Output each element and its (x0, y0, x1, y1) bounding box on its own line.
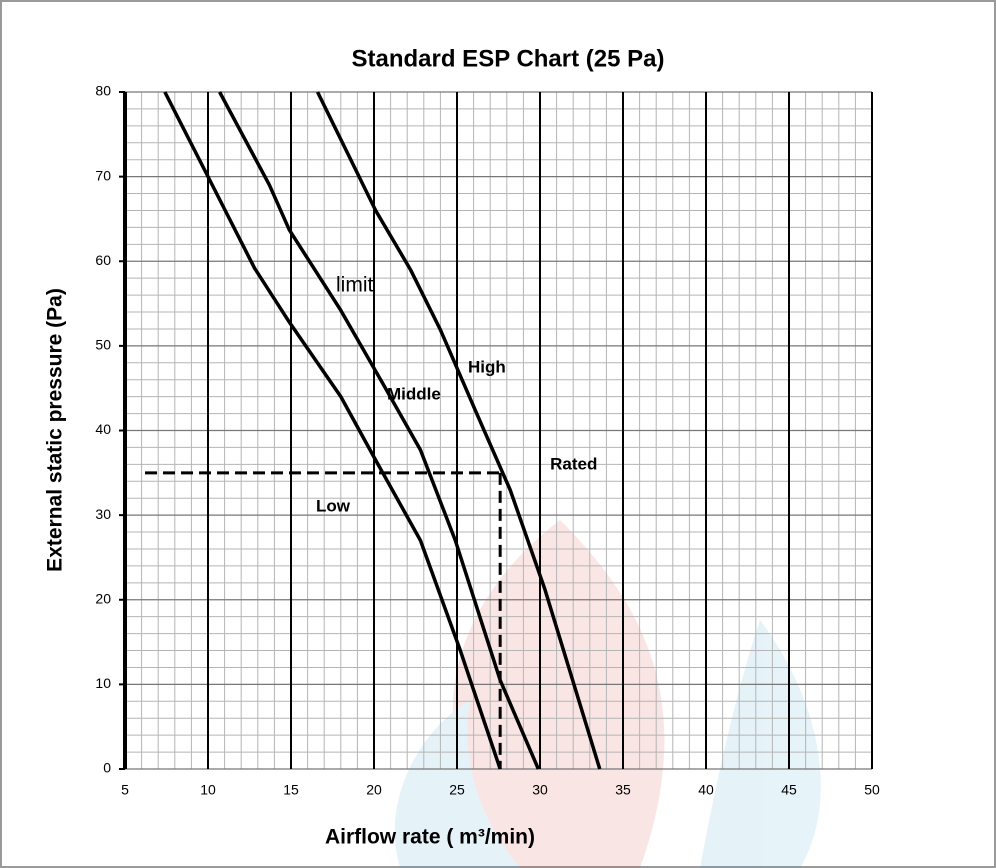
x-tick-label: 10 (200, 782, 216, 798)
y-tick-label: 60 (95, 252, 111, 268)
y-tick-label: 40 (95, 421, 111, 437)
x-tick-label: 15 (283, 782, 299, 798)
y-axis-label: External static pressure (Pa) (44, 288, 67, 572)
x-tick-label: 40 (698, 782, 714, 798)
y-tick-label: 10 (95, 675, 111, 691)
x-tick-label: 35 (615, 782, 631, 798)
series-label: Middle (387, 384, 441, 403)
x-tick-label: 30 (532, 782, 548, 798)
series-label: High (468, 357, 506, 376)
x-tick-label: 5 (121, 782, 129, 798)
rated-label: Rated (550, 454, 597, 473)
series-line (163, 91, 502, 770)
series-line (218, 91, 540, 770)
x-axis-label: Airflow rate ( m³/min) (325, 826, 535, 849)
series-line (315, 91, 602, 770)
watermark (394, 520, 821, 868)
x-tick-label: 50 (864, 782, 880, 798)
y-tick-label: 50 (95, 337, 111, 353)
y-tick-label: 30 (95, 506, 111, 522)
y-tick-label: 0 (103, 760, 111, 776)
x-tick-label: 20 (366, 782, 382, 798)
chart-title: Standard ESP Chart (25 Pa) (352, 45, 665, 72)
x-tick-label: 45 (781, 782, 797, 798)
annotation: limit (336, 274, 373, 297)
x-tick-label: 25 (449, 782, 465, 798)
y-tick-label: 80 (95, 83, 111, 99)
y-tick-label: 20 (95, 590, 111, 606)
y-tick-label: 70 (95, 167, 111, 183)
series-label: Low (316, 496, 351, 515)
